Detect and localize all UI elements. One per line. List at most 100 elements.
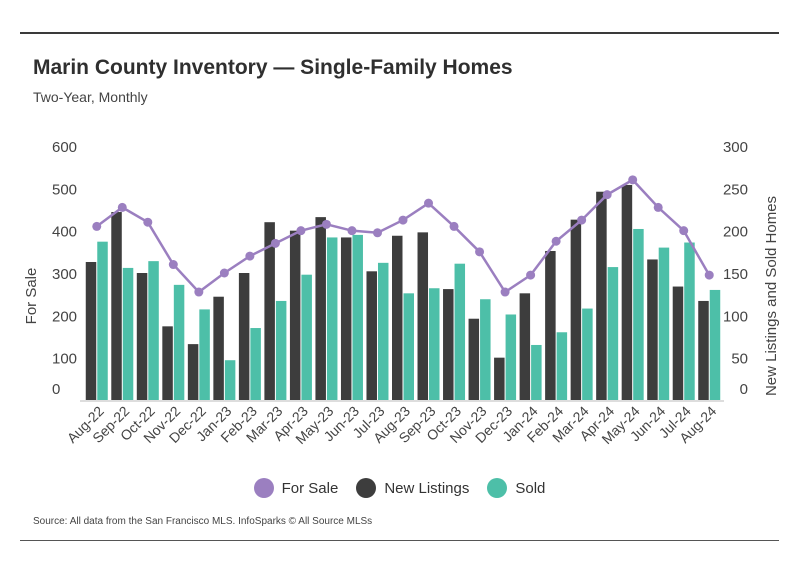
bar-sold [658, 247, 670, 400]
point-for-sale [194, 287, 204, 297]
point-for-sale [270, 238, 280, 248]
bar-sold [250, 328, 261, 400]
legend: For Sale New Listings Sold [0, 478, 799, 498]
point-for-sale [551, 236, 561, 246]
bar-new-listings [545, 250, 556, 400]
y-right-tick-label: 50 [731, 351, 748, 368]
y-left-axis-title: For Sale [23, 268, 40, 325]
point-for-sale [424, 198, 434, 208]
bar-sold [275, 300, 287, 400]
y-left-tick-label: 0 [52, 381, 60, 398]
bar-sold [709, 289, 721, 400]
point-for-sale [143, 217, 153, 227]
bar-new-listings [366, 271, 377, 400]
y-right-tick-label: 200 [723, 224, 748, 241]
point-for-sale [117, 202, 127, 212]
y-right-tick-label: 100 [723, 308, 748, 325]
bar-new-listings [417, 232, 429, 400]
source-note: Source: All data from the San Francisco … [33, 516, 373, 527]
legend-item-new-listings: New Listings [356, 478, 469, 498]
bar-sold [224, 360, 236, 400]
y-right-tick-label: 250 [723, 181, 748, 198]
bar-new-listings [213, 296, 224, 400]
chart-subtitle: Two-Year, Monthly [33, 89, 148, 105]
legend-label-new-listings: New Listings [384, 479, 470, 497]
bar-sold [531, 344, 542, 400]
bar-new-listings [698, 300, 709, 400]
point-for-sale [577, 215, 587, 225]
bar-new-listings [570, 219, 582, 400]
y-right-tick-label: 0 [740, 381, 748, 398]
point-for-sale [168, 260, 178, 270]
bar-sold [97, 241, 108, 400]
point-for-sale [653, 202, 663, 212]
legend-swatch-new-listings [356, 478, 377, 498]
bar-new-listings [494, 357, 505, 400]
bar-sold [352, 234, 363, 400]
point-for-sale [500, 287, 510, 297]
point-for-sale [245, 251, 255, 261]
legend-item-sold: Sold [487, 478, 545, 498]
bar-new-listings [519, 293, 531, 400]
bar-new-listings [647, 259, 658, 400]
point-for-sale [372, 228, 382, 238]
bar-new-listings [672, 286, 684, 400]
legend-label-for-sale: For Sale [281, 479, 339, 497]
point-for-sale [347, 226, 357, 236]
point-for-sale [449, 221, 459, 231]
bar-new-listings [238, 273, 250, 400]
bar-sold [607, 267, 619, 400]
bar-sold [684, 242, 695, 400]
point-for-sale [92, 221, 102, 231]
bar-new-listings [315, 217, 326, 400]
point-for-sale [526, 270, 536, 280]
bar-new-listings [85, 261, 97, 400]
y-left-tick-label: 200 [52, 308, 77, 325]
bar-sold [326, 237, 338, 400]
bar-sold [429, 288, 440, 400]
bar-new-listings [111, 212, 122, 400]
point-for-sale [398, 215, 408, 225]
bar-sold [633, 228, 644, 400]
bar-sold [556, 332, 568, 400]
bar-new-listings [596, 191, 607, 400]
point-for-sale [219, 268, 229, 278]
bar-new-listings [443, 289, 454, 400]
point-for-sale [475, 247, 485, 257]
top-rule [20, 32, 779, 34]
bar-new-listings [621, 184, 633, 400]
bar-sold [454, 263, 466, 400]
y-right-axis-title: New Listings and Sold Homes [763, 196, 780, 396]
bottom-rule [20, 540, 779, 541]
bar-sold [582, 308, 593, 400]
bar-new-listings [187, 344, 199, 400]
bar-new-listings [340, 237, 352, 400]
point-for-sale [704, 270, 714, 280]
bar-new-listings [289, 230, 301, 400]
legend-item-for-sale: For Sale [253, 478, 339, 498]
chart-title: Marin County Inventory — Single-Family H… [33, 56, 513, 79]
bar-sold [505, 314, 517, 400]
point-for-sale [321, 219, 331, 229]
y-left-tick-label: 500 [52, 181, 77, 198]
bar-sold [122, 267, 134, 400]
y-left-tick-label: 300 [52, 266, 77, 283]
bar-sold [377, 262, 389, 400]
legend-label-sold: Sold [515, 479, 546, 497]
legend-swatch-for-sale [253, 478, 274, 498]
point-for-sale [296, 226, 306, 236]
bar-sold [301, 274, 312, 400]
bar-new-listings [468, 318, 480, 400]
bar-new-listings [162, 326, 173, 400]
point-for-sale [679, 226, 689, 236]
bar-sold [403, 293, 414, 400]
y-left-tick-label: 600 [52, 139, 77, 156]
y-right-tick-label: 300 [723, 139, 748, 156]
bar-sold [173, 284, 185, 400]
bar-new-listings [264, 222, 275, 400]
bar-sold [480, 299, 491, 400]
bar-new-listings [392, 235, 403, 400]
y-left-tick-label: 100 [52, 351, 77, 368]
y-right-tick-label: 150 [723, 266, 748, 283]
